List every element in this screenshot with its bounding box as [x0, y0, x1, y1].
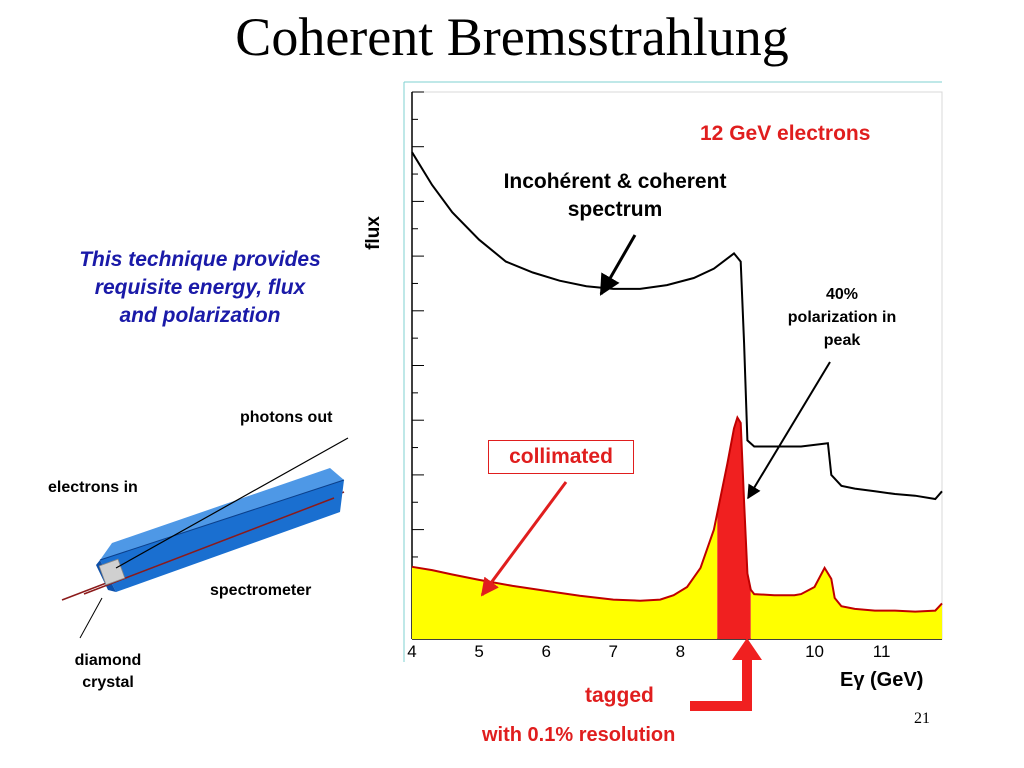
collimated-annotation: collimated [488, 440, 634, 474]
photons-out-line [115, 437, 349, 569]
crystal-top-face [100, 468, 344, 560]
diamond-pointer-line [79, 597, 103, 639]
beam-energy-annotation: 12 GeV electrons [700, 122, 871, 145]
x-axis-label: Eγ (GeV) [840, 669, 924, 691]
polarization-annotation: 40% polarization in peak [787, 286, 897, 349]
x-tick-label: 8 [676, 642, 685, 661]
technique-note: This technique provides requisite energy… [79, 248, 321, 327]
x-tick-label: 11 [873, 642, 891, 661]
series-total-spectrum-line [411, 151, 943, 501]
slide-title: Coherent Bremsstrahlung [235, 7, 789, 67]
y-axis-label: flux [363, 216, 384, 250]
spectrum-annotation: Incohérent & coherent spectrum [503, 170, 727, 221]
spectrometer-label: spectrometer [210, 582, 312, 599]
diamond-crystal-label: diamond crystal [74, 652, 142, 691]
diamond-crystal-shape [98, 558, 126, 586]
shaded-region-yellow [750, 567, 942, 639]
x-tick-label: 7 [609, 642, 618, 661]
x-tick-label: 10 [805, 642, 824, 661]
photons-out-label: photons out [240, 409, 333, 426]
shaded-region-yellow [412, 513, 718, 639]
series-collimated-spectrum-line [411, 415, 943, 613]
collimated-arrow [480, 481, 568, 597]
tagged-annotation: tagged [585, 684, 654, 707]
x-tick-label: 4 [407, 642, 416, 661]
x-tick-label: 6 [541, 642, 550, 661]
resolution-annotation: with 0.1% resolution [482, 724, 676, 746]
x-tick-label: 5 [474, 642, 483, 661]
electrons-in-label: electrons in [48, 479, 138, 496]
polarization-arrow [747, 361, 831, 500]
tagged-arrow [690, 638, 762, 711]
plot-area [411, 91, 943, 640]
electron-beam-inner [83, 497, 335, 595]
spectrum-arrow [599, 234, 637, 296]
page-number: 21 [914, 710, 930, 727]
spectrometer-diagram [61, 437, 349, 639]
